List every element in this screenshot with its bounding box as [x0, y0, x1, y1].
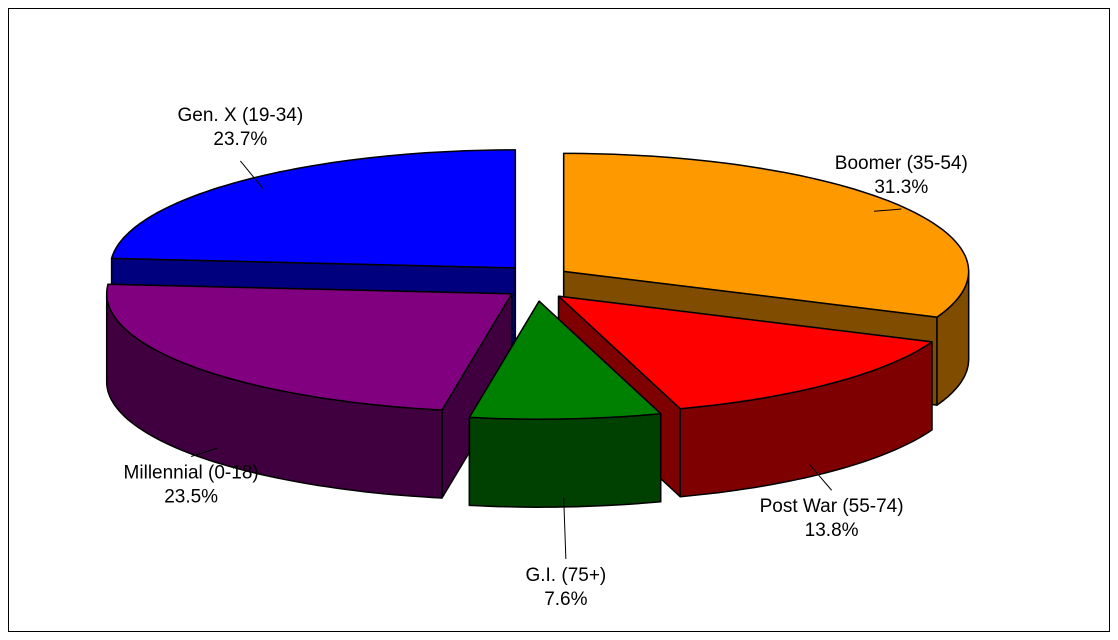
slice-top [105, 283, 513, 411]
value-label: 23.7% [213, 129, 267, 150]
slice-top [557, 295, 933, 410]
leader-line [190, 447, 218, 458]
leader-line [809, 464, 832, 491]
slice-wall [468, 412, 662, 508]
value-label: 31.3% [874, 177, 928, 198]
slice-label: Millennial (0-18) [124, 463, 259, 484]
slice-label: Post War (55-74) [760, 496, 904, 517]
slice-label: G.I. (75+) [525, 565, 606, 586]
value-label: 7.6% [544, 589, 587, 610]
leader-line [239, 160, 263, 189]
leader-line [873, 208, 902, 212]
leader-line [563, 497, 567, 559]
slice-top [562, 152, 970, 318]
slice-label: Gen. X (19-34) [178, 105, 304, 126]
slice-label: Boomer (35-54) [835, 153, 968, 174]
slice [468, 300, 662, 508]
value-label: 23.5% [164, 487, 218, 508]
slice-top [468, 300, 662, 420]
value-label: 13.8% [805, 520, 859, 541]
slice-top [110, 149, 517, 269]
